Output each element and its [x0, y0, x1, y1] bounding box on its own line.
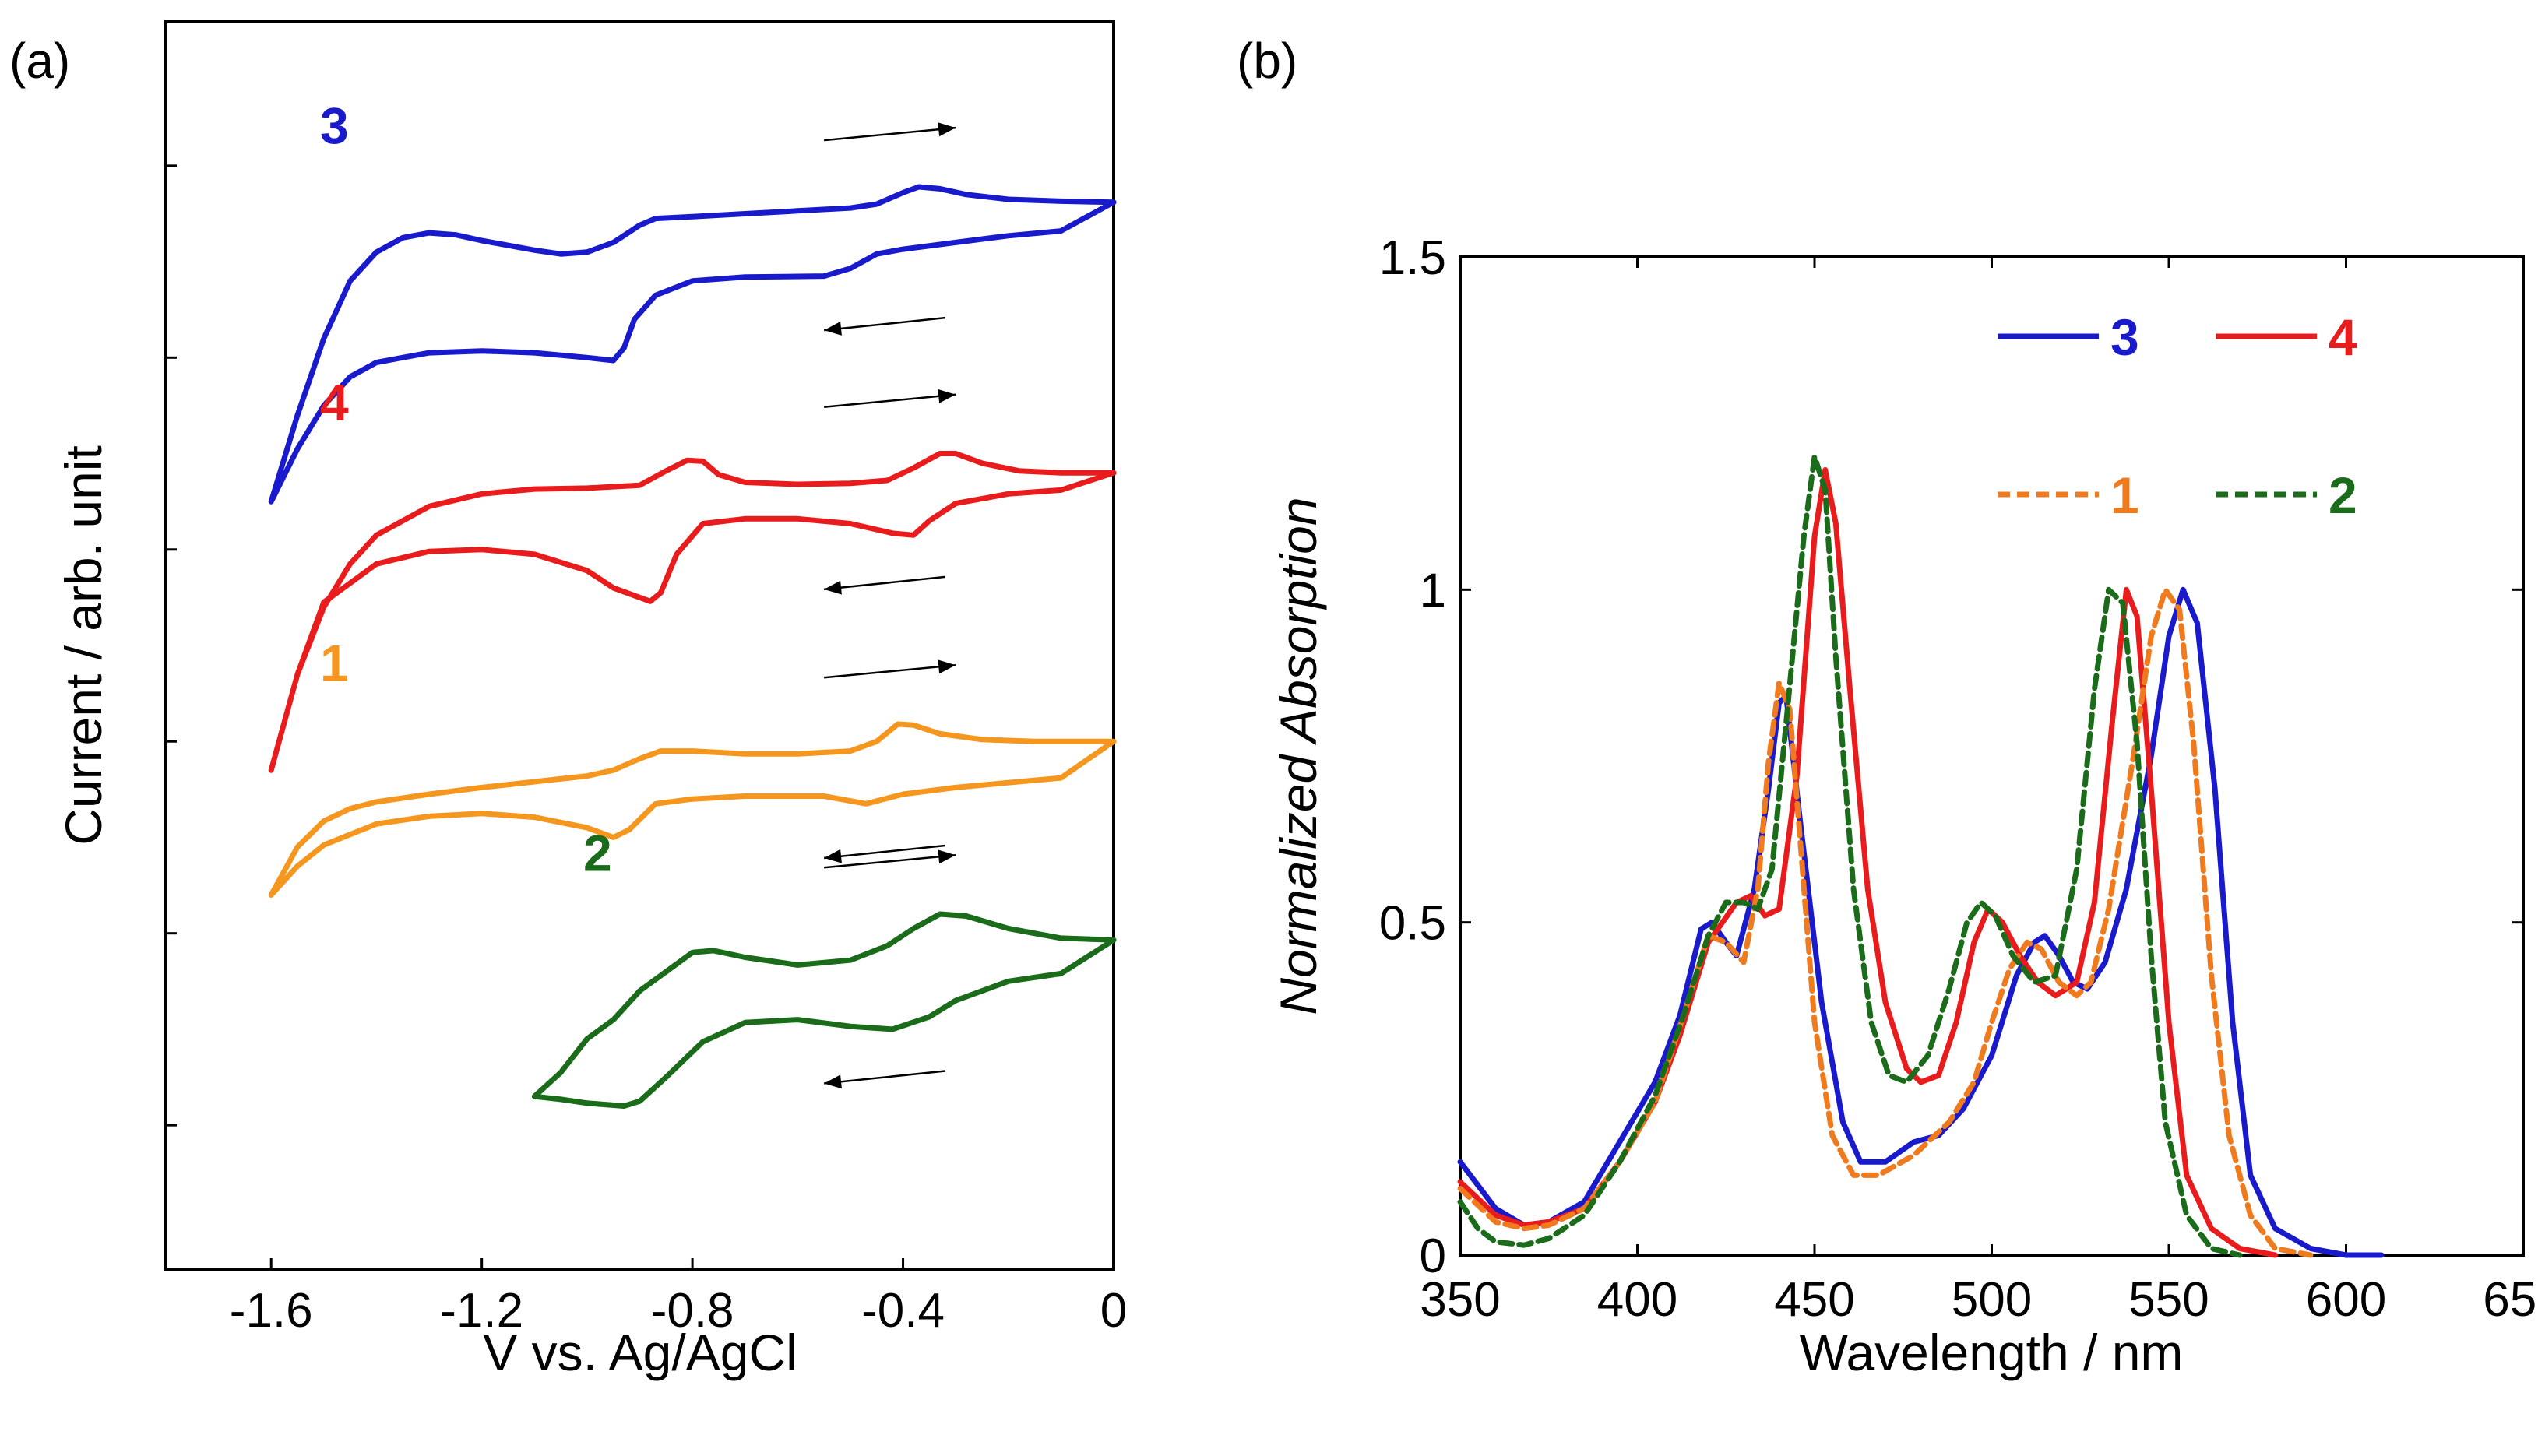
abs-legend-label: 4: [2329, 308, 2357, 366]
cv-x-axis-label: V vs. Ag/AgCl: [483, 1324, 797, 1381]
abs-legend-entry-2: 2: [2216, 466, 2357, 524]
cv-panel: (a) -1.6 -1.2 -0.8 -0.4 0 3 4 1 2 V vs. Ag/AgCl…: [9, 20, 1127, 1381]
abs-legend-entry-1: 1: [1998, 466, 2139, 524]
cv-x-tick-label: -1.2: [440, 1284, 523, 1338]
abs-legend-label: 1: [2110, 466, 2139, 524]
cv-curve-series-3: [268, 184, 1117, 505]
abs-curve-series-3: [1457, 586, 2385, 1258]
cv-curve-series-4: [268, 451, 1117, 773]
cv-forward-arrow-2: [824, 849, 956, 869]
cv-forward-arrow-3: [824, 122, 956, 142]
abs-x-tick-label: 550: [2128, 1273, 2209, 1327]
abs-y-tick-label: 0: [1420, 1229, 1446, 1283]
cv-scan-arrows: [824, 122, 956, 1089]
cv-forward-arrow-1: [824, 659, 956, 679]
abs-x-tick-label: 500: [1952, 1273, 2032, 1327]
cv-series-labels: 3 4 1 2: [320, 97, 612, 882]
panel-label-b: (b): [1237, 33, 1297, 89]
cv-reverse-arrow-2: [824, 1070, 945, 1089]
abs-legend-label: 2: [2329, 466, 2357, 524]
cv-series-label-2: 2: [583, 825, 612, 882]
cv-forward-arrow-4: [824, 389, 956, 409]
abs-x-axis-label: Wavelength / nm: [1800, 1324, 2184, 1381]
abs-curve-series-2: [1457, 453, 2243, 1258]
panel-label-a: (a): [9, 33, 70, 89]
cv-reverse-arrow-4: [824, 575, 945, 595]
abs-x-tick-label: 600: [2306, 1273, 2386, 1327]
abs-legend-entry-4: 4: [2216, 308, 2357, 366]
cv-y-axis-label: Current / arb. unit: [55, 445, 112, 846]
cv-series-label-1: 1: [320, 635, 349, 692]
cv-x-tick-label: 0: [1100, 1284, 1127, 1338]
abs-x-tick-label: 450: [1774, 1273, 1854, 1327]
abs-legend-entry-3: 3: [1998, 308, 2139, 366]
abs-y-axis-label: Normalized Absorption: [1269, 497, 1327, 1015]
cv-curves: [268, 184, 1117, 1109]
abs-y-tick-label: 1: [1420, 564, 1446, 617]
cv-x-tick-label: -0.8: [651, 1284, 734, 1338]
cv-plot-frame: [164, 20, 1115, 1271]
abs-legend: 3 4 1 2: [1998, 308, 2357, 524]
abs-x-ticks: 350 400 450 500 550 600 650: [1420, 257, 2538, 1327]
abs-y-tick-label: 0.5: [1379, 897, 1446, 951]
cv-curve-series-2: [531, 911, 1117, 1109]
abs-curves: [1457, 453, 2385, 1258]
abs-x-tick-label: 400: [1597, 1273, 1677, 1327]
cv-series-label-3: 3: [320, 97, 349, 155]
abs-y-tick-label: 1.5: [1379, 231, 1446, 285]
abs-x-tick-label: 350: [1420, 1273, 1500, 1327]
abs-x-tick-label: 650: [2483, 1273, 2538, 1327]
cv-reverse-arrow-1: [824, 844, 945, 863]
cv-y-ticks: [166, 164, 177, 1127]
cv-curve-series-1: [268, 721, 1117, 898]
cv-x-tick-label: -0.4: [861, 1284, 945, 1338]
cv-x-ticks: -1.6 -1.2 -0.8 -0.4 0: [230, 1258, 1127, 1338]
abs-legend-label: 3: [2110, 308, 2139, 366]
abs-y-ticks: 0 0.5 1 1.5: [1379, 231, 2523, 1283]
cv-reverse-arrow-3: [824, 316, 945, 336]
cv-x-tick-label: -1.6: [230, 1284, 313, 1338]
cv-series-label-4: 4: [320, 373, 349, 431]
